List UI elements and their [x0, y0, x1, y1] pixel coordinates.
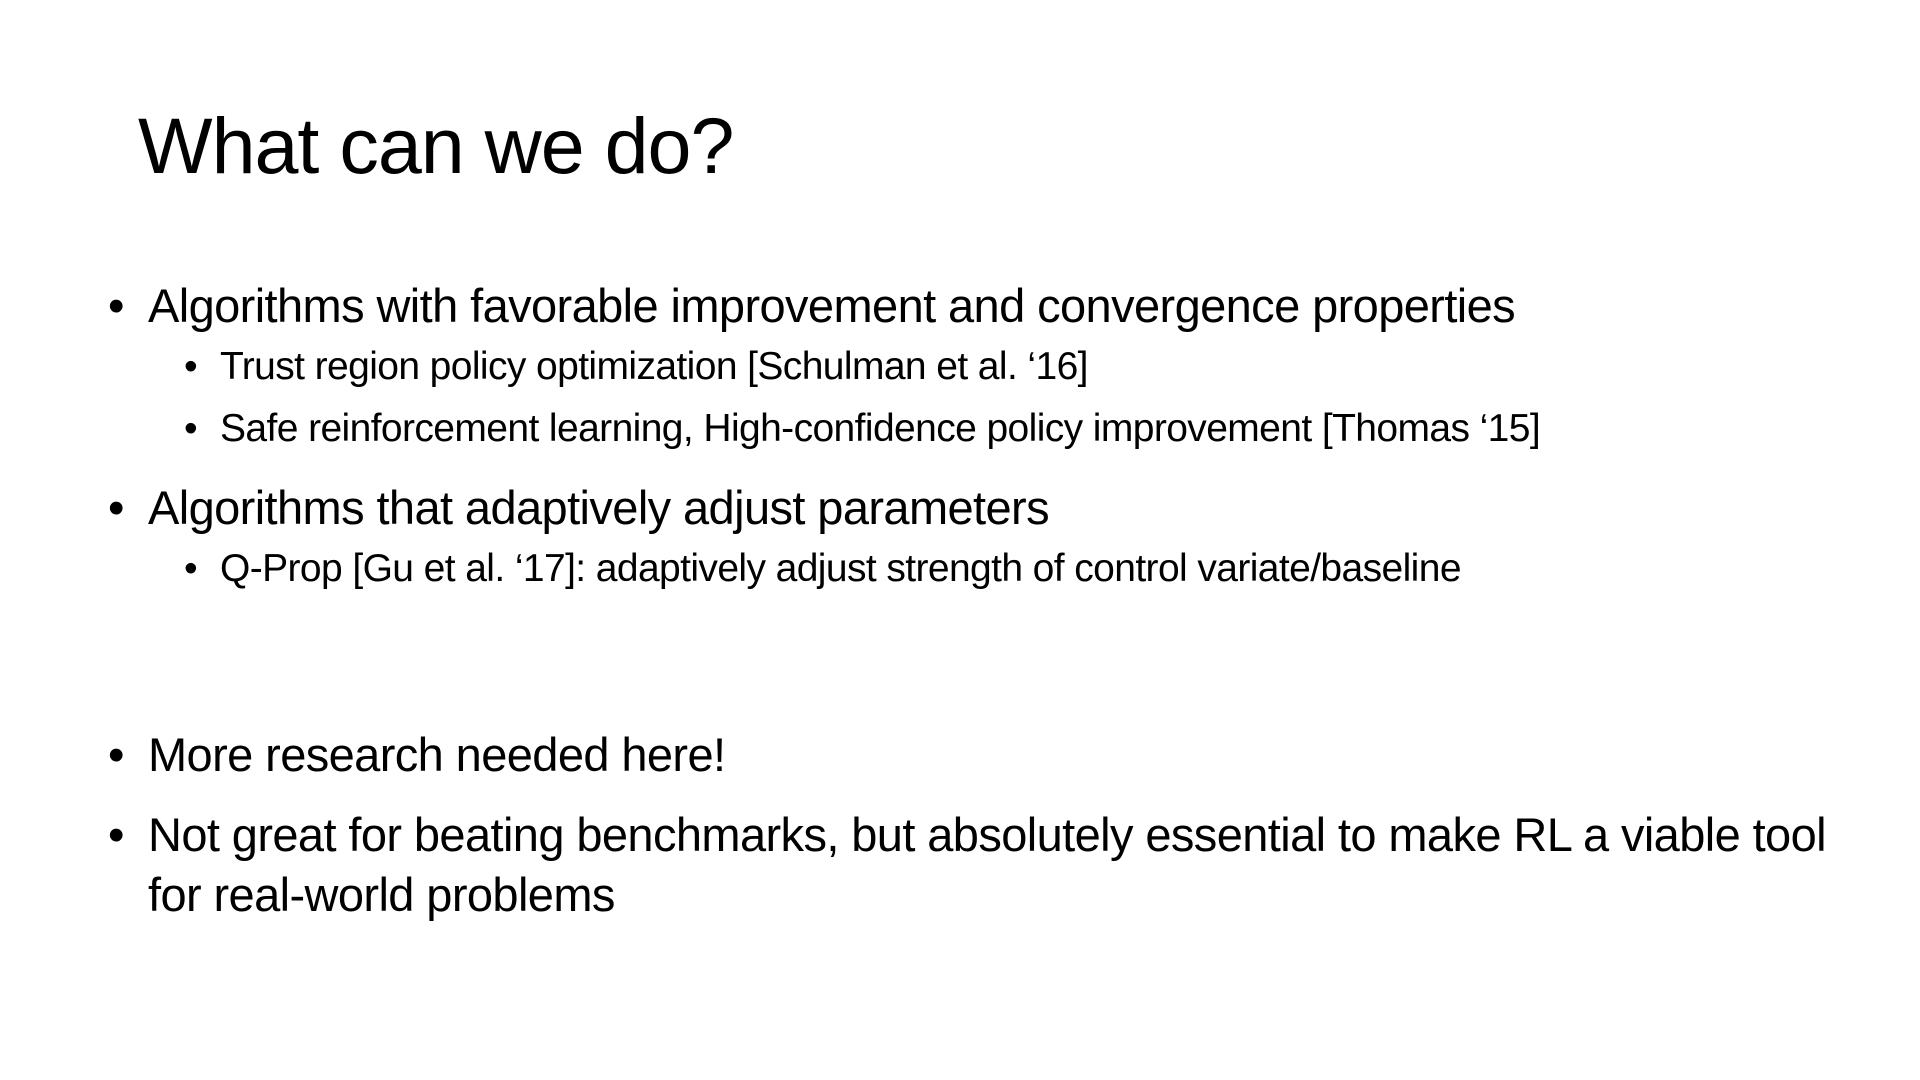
sub-bullet-item: • Trust region policy optimization [Schu…	[108, 336, 1848, 398]
bullet-list: • Algorithms with favorable improvement …	[108, 276, 1848, 925]
bullet-dot: •	[108, 808, 124, 861]
sub-bullet-text: Trust region policy optimization [Schulm…	[220, 345, 1089, 388]
sub-bullet-dot: •	[184, 547, 198, 590]
bullet-text: More research needed here!	[148, 728, 726, 781]
bullet-item: • Not great for beating benchmarks, but …	[108, 805, 1848, 925]
sub-bullet-text: Q-Prop [Gu et al. ‘17]: adaptively adjus…	[220, 547, 1462, 590]
bullet-item: • Algorithms that adaptively adjust para…	[108, 478, 1848, 538]
bullet-item: • Algorithms with favorable improvement …	[108, 276, 1848, 336]
sub-bullet-dot: •	[184, 345, 198, 388]
bullet-item: • More research needed here!	[108, 725, 1848, 785]
sub-bullet-dot: •	[184, 407, 198, 450]
bullet-text: Algorithms that adaptively adjust parame…	[148, 481, 1050, 534]
bullet-dot: •	[108, 279, 124, 332]
sub-bullet-text: Safe reinforcement learning, High-confid…	[220, 407, 1541, 450]
bullet-dot: •	[108, 481, 124, 534]
sub-bullet-item: • Safe reinforcement learning, High-conf…	[108, 398, 1848, 460]
bullet-dot: •	[108, 728, 124, 781]
slide-title: What can we do?	[138, 101, 734, 190]
bullet-text: Not great for beating benchmarks, but ab…	[148, 808, 1827, 921]
sub-bullet-item: • Q-Prop [Gu et al. ‘17]: adaptively adj…	[108, 538, 1848, 600]
bullet-text: Algorithms with favorable improvement an…	[148, 279, 1516, 332]
